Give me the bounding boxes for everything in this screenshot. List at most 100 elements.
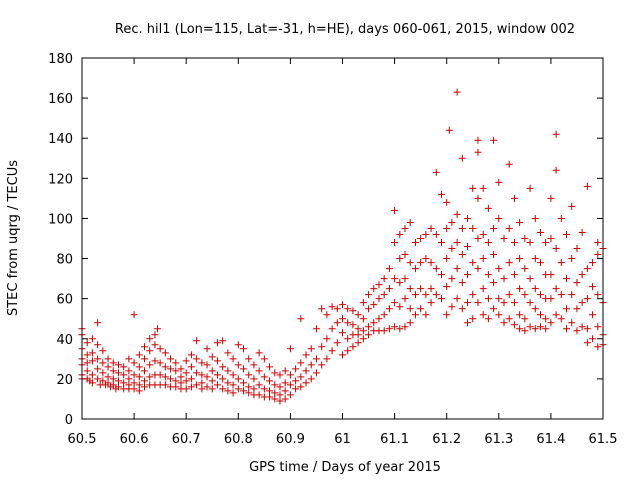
data-point [83, 351, 91, 359]
data-point [422, 291, 430, 299]
x-axis-label: GPS time / Days of year 2015 [249, 460, 441, 475]
data-point [401, 224, 409, 232]
data-point [104, 379, 112, 387]
data-point [557, 315, 565, 323]
data-point [125, 355, 133, 363]
data-point [568, 319, 576, 327]
data-point [380, 311, 388, 319]
data-point [240, 345, 248, 353]
data-point [396, 255, 404, 263]
data-point [365, 305, 373, 313]
data-point [474, 235, 482, 242]
data-point [464, 271, 472, 279]
data-point [464, 243, 472, 251]
data-point [141, 377, 149, 385]
data-point [573, 279, 581, 287]
data-point [250, 361, 258, 369]
y-tick-label: 160 [48, 92, 73, 107]
data-point [391, 323, 399, 331]
data-point [219, 375, 227, 383]
data-point [354, 339, 362, 347]
data-point [130, 379, 138, 387]
data-point [120, 379, 128, 387]
data-point [312, 325, 320, 333]
data-point [396, 279, 404, 287]
data-point [354, 325, 362, 333]
data-point [453, 295, 461, 303]
data-point [516, 218, 524, 226]
y-tick-label: 40 [56, 333, 73, 348]
data-point [240, 365, 248, 373]
data-point [271, 395, 279, 403]
data-point [484, 239, 492, 247]
data-point [510, 194, 518, 202]
data-point [526, 275, 534, 283]
data-point [234, 341, 242, 349]
data-point [94, 355, 102, 363]
data-point [406, 319, 414, 327]
data-point [401, 323, 409, 331]
data-point [167, 375, 175, 383]
data-point [156, 345, 164, 353]
x-tick-label: 60.6 [120, 432, 149, 447]
data-point [114, 377, 122, 385]
data-point [344, 335, 352, 343]
data-point [448, 303, 456, 311]
data-point [130, 371, 138, 379]
data-point [344, 347, 352, 355]
y-tick-label: 120 [48, 172, 73, 187]
data-point [88, 379, 96, 387]
data-point [219, 363, 227, 371]
data-point [328, 303, 336, 311]
data-point [359, 335, 367, 343]
data-point [240, 387, 248, 395]
data-point [99, 347, 107, 355]
data-point [354, 311, 362, 319]
data-point [94, 341, 102, 349]
data-point [224, 379, 232, 387]
y-tick-label: 100 [48, 212, 73, 227]
data-point [151, 341, 159, 349]
data-point [99, 369, 107, 377]
data-point [276, 371, 284, 379]
data-point [135, 351, 143, 359]
data-point [578, 299, 586, 307]
data-point [453, 88, 461, 96]
data-point [458, 251, 466, 259]
data-point [443, 283, 451, 291]
data-point [583, 339, 591, 347]
data-point [391, 239, 399, 247]
data-point [526, 323, 534, 331]
data-point [380, 275, 388, 283]
data-point [161, 381, 169, 389]
data-point [547, 319, 555, 327]
data-point [114, 369, 122, 377]
data-point [88, 357, 96, 365]
data-point [552, 130, 560, 138]
data-point [323, 311, 331, 319]
y-axis-label: STEC from uqrg / TECUs [6, 160, 21, 316]
data-point [578, 323, 586, 331]
data-points [78, 88, 607, 405]
data-point [573, 305, 581, 313]
data-point [422, 230, 430, 238]
data-point [130, 359, 138, 367]
data-point [573, 245, 581, 253]
x-tick-label: 60.8 [224, 432, 253, 447]
data-point [276, 391, 284, 399]
data-point [516, 325, 524, 333]
data-point [114, 361, 122, 369]
data-point [198, 371, 206, 379]
data-point [474, 299, 482, 307]
data-point [83, 339, 91, 347]
data-point [219, 385, 227, 393]
data-point [552, 166, 560, 174]
data-point [213, 381, 221, 389]
chart-title: Rec. hil1 (Lon=115, Lat=-31, h=HE), days… [115, 22, 575, 37]
data-point [120, 363, 128, 371]
data-point [547, 295, 555, 303]
data-point [120, 371, 128, 379]
data-point [208, 353, 216, 361]
data-point [526, 184, 534, 192]
